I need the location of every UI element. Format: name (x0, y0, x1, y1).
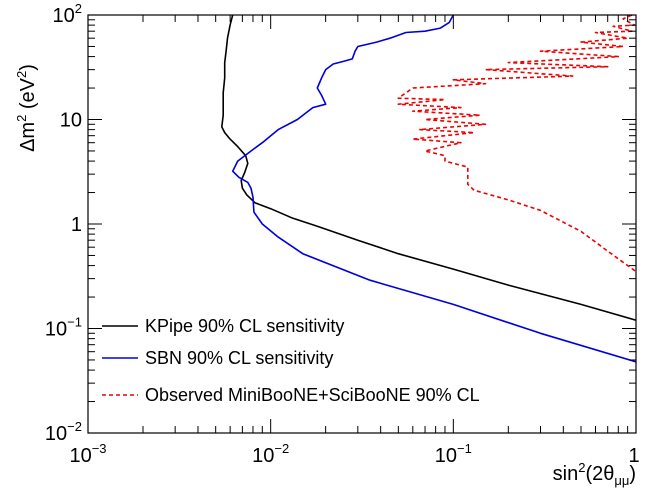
series-line-sbn (231, 14, 637, 363)
legend-label-kpipe: KPipe 90% CL sensitivity (145, 316, 344, 336)
legend-label-observed: Observed MiniBooNE+SciBooNE 90% CL (145, 385, 480, 405)
series-layer (221, 14, 637, 363)
y-tick-label: 10 (60, 110, 82, 132)
axis-ticks (87, 15, 637, 434)
x-tick-label: 1 (628, 445, 639, 467)
legend-label-sbn: SBN 90% CL sensitivity (145, 348, 333, 368)
y-tick-label: 10−2 (45, 419, 82, 445)
legend: KPipe 90% CL sensitivity SBN 90% CL sens… (102, 316, 480, 405)
y-axis-label: Δm2 (eV2) (14, 64, 39, 152)
x-axis-label: sin2(2θμμ) (553, 460, 636, 488)
series-line-kpipe (221, 14, 637, 321)
x-tick-label: 10−3 (69, 441, 106, 467)
x-tick-label: 10−1 (435, 441, 472, 467)
y-tick-label: 102 (53, 1, 82, 27)
y-tick-label: 10−1 (45, 315, 82, 341)
series-line-observed (397, 14, 637, 273)
y-tick-label: 1 (71, 214, 82, 236)
x-tick-label: 10−2 (252, 441, 289, 467)
